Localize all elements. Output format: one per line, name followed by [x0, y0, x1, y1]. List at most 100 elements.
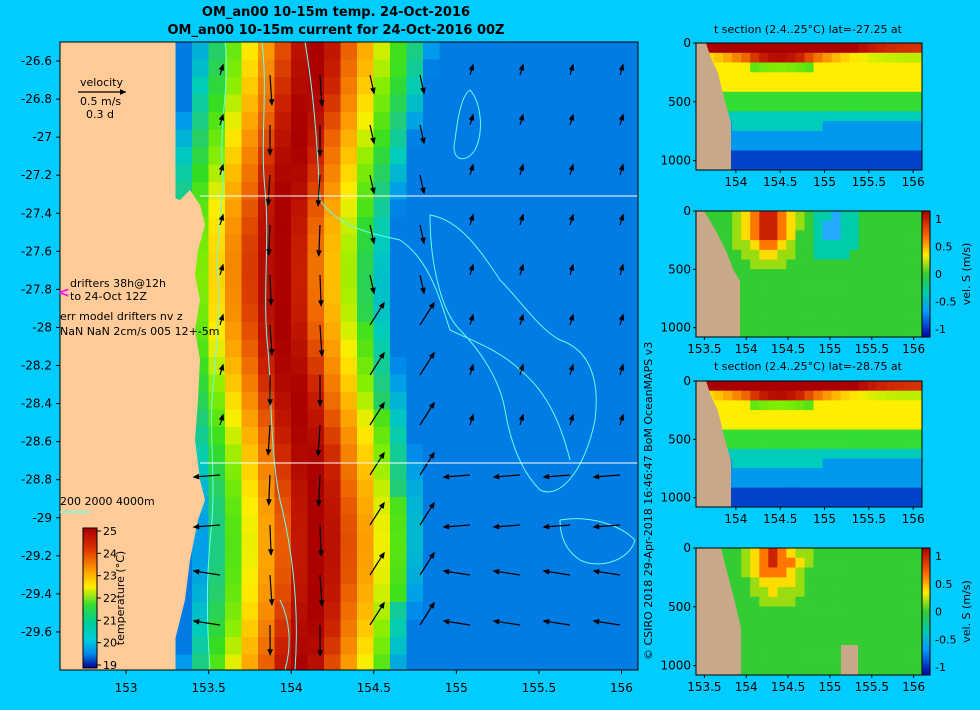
temperature-cell	[571, 374, 589, 393]
colorbar-tick-label: 25	[103, 525, 117, 538]
temperature-cell	[456, 549, 473, 568]
temperature-cell	[208, 234, 226, 253]
temperature-cell	[291, 234, 308, 253]
section-cell	[885, 665, 896, 675]
temperature-cell	[390, 287, 407, 305]
section-cell	[750, 587, 760, 598]
section-cell	[750, 635, 760, 646]
section-cell	[741, 577, 751, 588]
temperature-cell	[225, 532, 242, 550]
section-cell	[849, 626, 860, 637]
temperature-cell	[604, 409, 622, 428]
section-cell	[922, 160, 932, 170]
temperature-cell	[555, 654, 572, 670]
section-cell	[777, 635, 788, 646]
temperature-cell	[225, 42, 242, 60]
section-cell	[867, 121, 878, 132]
section-cell	[759, 458, 769, 469]
section-cell	[885, 240, 896, 251]
section-cell	[723, 220, 733, 231]
temperature-cell	[456, 357, 473, 375]
temperature-cell	[208, 602, 226, 620]
arrow-head	[370, 287, 376, 295]
current-arrow	[265, 174, 272, 206]
section-cell	[732, 448, 742, 459]
temperature-cell	[373, 77, 391, 95]
section-cell	[894, 655, 905, 666]
temperature-cell	[621, 497, 638, 515]
temperature-cell	[357, 514, 374, 533]
temperature-cell	[571, 77, 589, 95]
section-cell	[723, 548, 733, 559]
section-cell	[795, 220, 806, 231]
current-arrow	[542, 619, 571, 626]
arrow-head	[592, 619, 600, 625]
section-cell	[822, 269, 833, 280]
section-cell	[777, 111, 788, 122]
temperature-cell	[241, 374, 259, 393]
section-cell	[876, 307, 887, 318]
section-land	[696, 548, 858, 675]
section-cell	[732, 259, 742, 270]
temperature-cell	[588, 217, 605, 235]
current-arrow	[192, 569, 221, 576]
section-cell	[840, 557, 851, 568]
section-cell	[786, 419, 797, 430]
arrow-head	[442, 523, 450, 530]
temperature-cell	[423, 287, 440, 305]
temperature-cell	[621, 584, 638, 603]
section-cell	[876, 477, 887, 488]
section-cell	[750, 419, 760, 430]
temperature-cell	[588, 532, 605, 550]
section-cell	[777, 487, 788, 498]
section-cell	[741, 230, 751, 241]
section-cell	[786, 626, 797, 637]
temperature-cell	[555, 374, 572, 393]
section-cell	[894, 130, 905, 141]
temperature-cell	[456, 619, 473, 638]
section-cell	[813, 317, 824, 328]
temperature-cell	[406, 549, 424, 568]
section-cell	[913, 381, 922, 391]
temperature-cell	[291, 567, 308, 585]
temperature-cell	[274, 199, 292, 218]
current-arrow	[492, 569, 521, 576]
section-cell	[804, 101, 815, 112]
temperature-cell	[390, 112, 407, 130]
section-cell	[913, 121, 922, 132]
section-cell	[768, 381, 778, 391]
section-cell	[849, 327, 860, 337]
section-cell	[795, 211, 806, 221]
section-cell	[885, 381, 896, 391]
section-cell	[750, 240, 760, 251]
temperature-cell	[472, 497, 490, 515]
temperature-cell	[307, 147, 325, 165]
section-cell	[777, 278, 788, 289]
section-cell	[804, 477, 815, 488]
section-cell	[913, 327, 922, 337]
temperature-cell	[307, 182, 325, 200]
section-cell	[913, 655, 922, 666]
section-cell	[741, 140, 751, 151]
section-cell	[804, 587, 815, 598]
section-cell	[786, 587, 797, 598]
temperature-cell	[489, 479, 506, 498]
section-cell	[777, 220, 788, 231]
section-cell	[786, 101, 797, 112]
temperature-cell	[423, 182, 440, 200]
section-cell	[885, 82, 896, 93]
temperature-cell	[406, 532, 424, 550]
section-cell	[913, 448, 922, 459]
section-cell	[894, 497, 905, 507]
drifter-note-line2: to 24-Oct 12Z	[70, 290, 147, 303]
section-cell	[876, 626, 887, 637]
section-cell	[858, 121, 869, 132]
temperature-cell	[505, 462, 523, 480]
section-cell	[858, 410, 869, 421]
temperature-cell	[208, 252, 226, 270]
section-cell	[750, 230, 760, 241]
temperature-cell	[538, 164, 556, 183]
temperature-cell	[538, 59, 556, 78]
temperature-cell	[505, 619, 523, 638]
